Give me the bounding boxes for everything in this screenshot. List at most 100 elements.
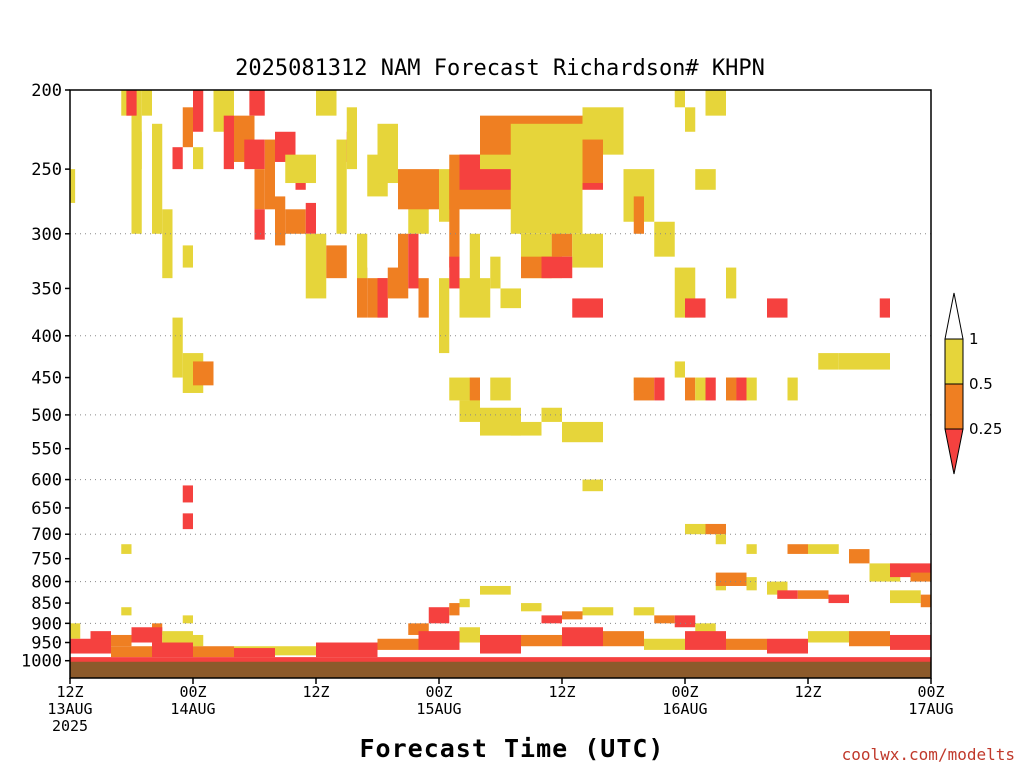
heatmap-cell [695,377,706,401]
heatmap-cell [285,209,306,234]
heatmap-cell [459,400,480,422]
credit-link[interactable]: coolwx.com/modelts [842,745,1015,764]
heatmap-cell [459,598,470,608]
legend-label: 0.25 [969,420,1002,438]
heatmap-cell [490,256,501,289]
heatmap-cell [633,607,655,616]
heatmap-cell [654,221,675,257]
chart-title: 2025081312 NAM Forecast Richardson# KHPN [235,56,765,81]
heatmap-cell [736,377,747,401]
heatmap-cell [541,615,562,624]
heatmap-cell [674,361,685,378]
heatmap-cell [582,607,614,616]
heatmap-cell [633,377,655,401]
heatmap-cell [275,646,316,656]
heatmap-cell [767,298,788,318]
heatmap-cell [849,549,870,564]
legend-label: 1 [969,330,979,348]
heatmap-cell [459,627,480,643]
y-tick-label: 650 [31,499,62,519]
heatmap-cell [818,353,839,370]
heatmap-cell [644,638,685,650]
heatmap-cell [685,298,706,318]
heatmap-cell [111,646,152,658]
y-tick-label: 600 [31,471,62,491]
heatmap-cell [562,611,583,620]
heatmap-cell [705,90,726,116]
heatmap-cell [193,646,234,658]
y-tick-label: 450 [31,369,62,389]
heatmap-cell [746,577,757,591]
heatmap-cell [121,544,132,554]
heatmap-cell [172,317,183,378]
heatmap-cell [767,638,808,654]
heatmap-cell [152,642,193,658]
legend-swatch [944,338,964,385]
heatmap-cell [418,631,460,650]
heatmap-cell [172,147,183,170]
heatmap-cell [562,627,603,647]
y-tick-label: 250 [31,160,62,180]
heatmap-cell [787,377,798,401]
heatmap-cell [480,634,521,654]
heatmap-cell [305,233,327,299]
heatmap-cell [111,634,132,647]
heatmap-cell [746,377,757,401]
y-tick-label: 1000 [21,652,62,672]
heatmap-cell [275,196,286,246]
plot-frame [69,89,932,679]
heatmap-cell [408,233,419,289]
y-tick-label: 900 [31,614,62,634]
heatmap-cell [377,278,388,318]
heatmap-cell [510,421,542,436]
heatmap-cell [162,631,193,643]
heatmap-cell [234,648,275,658]
x-tick-label: 16AUG [662,700,707,718]
heatmap-cell [787,544,808,554]
gridlines [70,233,931,624]
heatmap-cell [131,627,163,643]
y-tick-label: 200 [31,81,62,101]
legend-label: 0.5 [969,375,993,393]
heatmap-cell [136,131,142,170]
heatmap-cell [541,256,573,279]
heatmap-cell [469,233,480,289]
heatmap-cell [603,631,644,647]
heatmap-cell [182,245,193,268]
heatmap-cell [695,623,716,635]
heatmap-cell [254,169,265,210]
heatmap-cell [828,594,849,604]
y-axis: 200 250 300 350 400 450 500 550 600 650 700 750 8008… [21,81,70,672]
heatmap-cell [316,90,337,116]
legend-swatch [944,383,964,430]
heatmap-cell [182,513,193,530]
heatmap-cell [326,245,347,279]
heatmap-cell [500,288,521,309]
heatmap-cell [305,202,316,234]
heatmap-cell [695,169,716,190]
x-tick-label: 2025 [52,717,88,735]
y-tick-label: 950 [31,634,62,654]
heatmap-cell [797,590,829,599]
heatmap-cell [90,631,111,643]
heatmap-cell [572,233,603,268]
heatmap-cell [357,233,368,279]
heatmap-cell [715,534,726,545]
heatmap-cell [439,278,450,354]
y-tick-label: 800 [31,573,62,593]
heatmap-cell [182,615,193,624]
heatmap-cell [357,267,368,318]
heatmap-cell [572,298,603,318]
heatmap-cell [685,377,696,401]
heatmap-cell [746,544,757,554]
y-tick-label: 700 [31,525,62,545]
x-tick-label: 12Z [794,683,821,701]
x-tick-label: 12Z [56,683,83,701]
y-tick-label: 850 [31,594,62,614]
heatmap-cell [674,615,696,628]
heatmap-cell [654,377,665,401]
x-tick-label: 00Z [917,683,944,701]
heatmap-cell [428,607,450,624]
heatmap-cell [398,169,439,210]
heatmap-cell [674,90,685,108]
